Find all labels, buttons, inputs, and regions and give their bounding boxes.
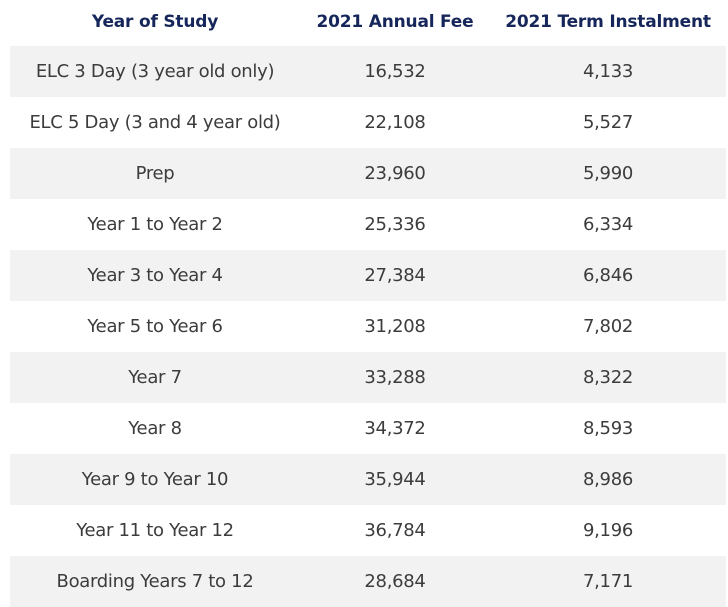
term-instalment-cell: 8,986	[582, 469, 634, 490]
year-of-study-cell: Year 3 to Year 4	[87, 265, 223, 286]
year-of-study-cell: Year 8	[128, 418, 182, 439]
term-instalment-cell: 5,990	[582, 163, 634, 184]
annual-fee-cell: 27,384	[364, 265, 426, 286]
term-instalment-cell: 5,527	[582, 112, 634, 133]
annual-fee-cell: 23,960	[364, 163, 426, 184]
table-row: Year 3 to Year 4 27,384 6,846	[10, 250, 726, 301]
header-term-instalment: 2021 Term Instalment	[505, 12, 711, 32]
year-of-study-cell: Year 9 to Year 10	[81, 469, 229, 490]
term-instalment-cell: 6,334	[582, 214, 634, 235]
annual-fee-cell: 33,288	[364, 367, 426, 388]
year-of-study-cell: ELC 5 Day (3 and 4 year old)	[29, 112, 281, 133]
term-instalment-cell: 4,133	[582, 61, 634, 82]
table-row: Year 1 to Year 2 25,336 6,334	[10, 199, 726, 250]
annual-fee-cell: 22,108	[364, 112, 426, 133]
term-instalment-cell: 7,802	[582, 316, 634, 337]
term-instalment-cell: 7,171	[582, 571, 634, 592]
table-row: Year 5 to Year 6 31,208 7,802	[10, 301, 726, 352]
table-row: ELC 3 Day (3 year old only) 16,532 4,133	[10, 46, 726, 97]
annual-fee-cell: 16,532	[364, 61, 426, 82]
annual-fee-cell: 25,336	[364, 214, 426, 235]
year-of-study-cell: Boarding Years 7 to 12	[56, 571, 254, 592]
year-of-study-cell: ELC 3 Day (3 year old only)	[35, 61, 275, 82]
year-of-study-cell: Year 5 to Year 6	[87, 316, 223, 337]
year-of-study-cell: Year 11 to Year 12	[76, 520, 234, 541]
table-row: ELC 5 Day (3 and 4 year old) 22,108 5,52…	[10, 97, 726, 148]
term-instalment-cell: 6,846	[582, 265, 634, 286]
header-annual-fee: 2021 Annual Fee	[316, 12, 474, 32]
annual-fee-cell: 34,372	[364, 418, 426, 439]
annual-fee-cell: 36,784	[364, 520, 426, 541]
table-row: Prep 23,960 5,990	[10, 148, 726, 199]
header-year-of-study: Year of Study	[91, 12, 219, 32]
year-of-study-cell: Year 1 to Year 2	[87, 214, 223, 235]
annual-fee-cell: 28,684	[364, 571, 426, 592]
table-row: Year 7 33,288 8,322	[10, 352, 726, 403]
table-row: Boarding Years 7 to 12 28,684 7,171	[10, 556, 726, 607]
year-of-study-cell: Prep	[135, 163, 175, 184]
term-instalment-cell: 8,593	[582, 418, 634, 439]
annual-fee-cell: 35,944	[364, 469, 426, 490]
term-instalment-cell: 8,322	[582, 367, 634, 388]
annual-fee-cell: 31,208	[364, 316, 426, 337]
term-instalment-cell: 9,196	[582, 520, 634, 541]
table-header-row: Year of Study 2021 Annual Fee 2021 Term …	[0, 0, 728, 44]
year-of-study-cell: Year 7	[128, 367, 182, 388]
table-row: Year 11 to Year 12 36,784 9,196	[10, 505, 726, 556]
table-row: Year 8 34,372 8,593	[10, 403, 726, 454]
table-row: Year 9 to Year 10 35,944 8,986	[10, 454, 726, 505]
